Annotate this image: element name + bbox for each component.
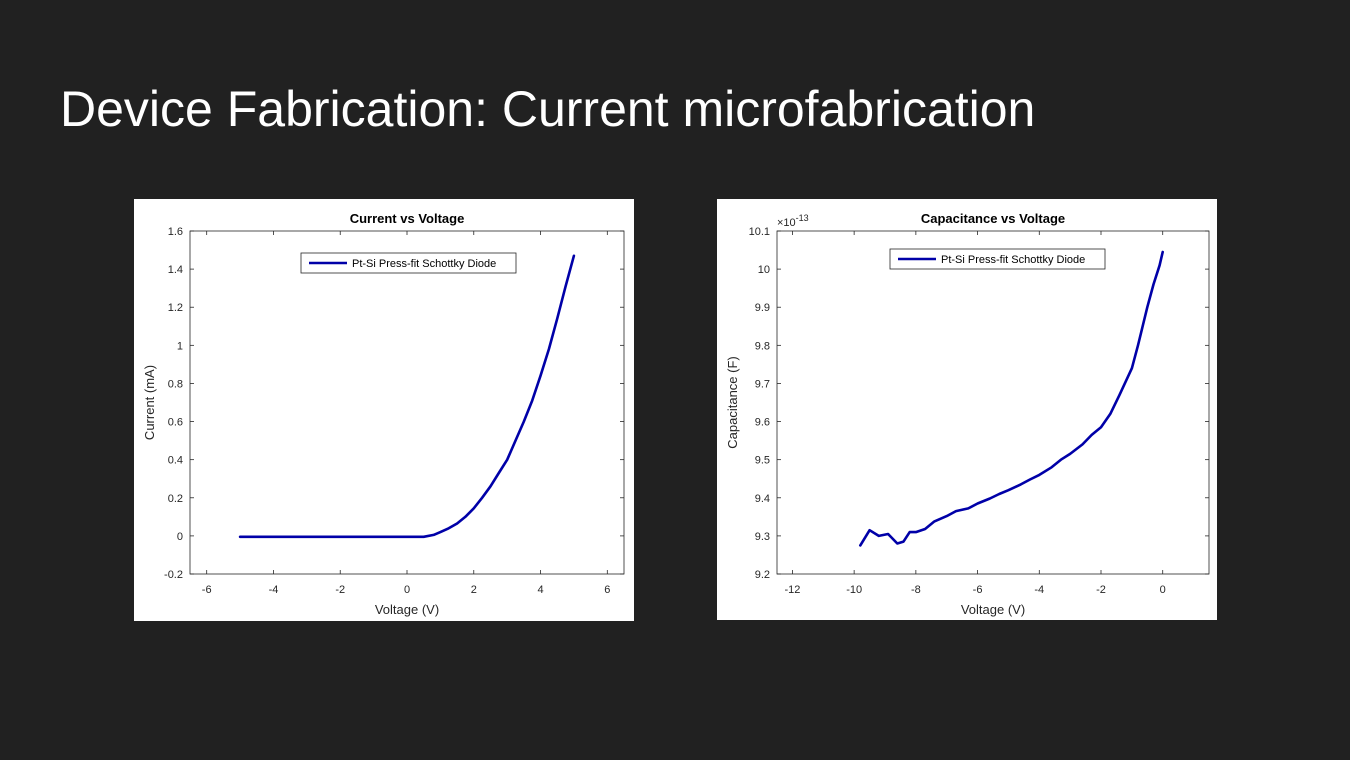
y-tick-label: 0.6 [168,417,183,429]
plot-area-box [776,230,1210,575]
y-tick-label: 9.7 [755,378,770,390]
y-tick-label: 0.4 [168,455,183,467]
x-tick-label: 4 [537,584,543,596]
y-tick-label: 0.2 [168,493,183,505]
y-tick-label: 1.2 [168,302,183,314]
current-vs-voltage-chart: -6 -4 -2 0 2 4 6 -0.2 0 0.2 0.4 0.6 0.8 1 1.2 1.4 1.6 Cur… [142,211,625,617]
x-axis-label: Voltage (V) [375,602,439,617]
y-axis-label: Capacitance (F) [725,356,740,448]
x-axis-label: Voltage (V) [961,602,1025,617]
y-tick-label: 1 [177,340,183,352]
x-tick-label: -8 [911,584,921,596]
y-tick-label: 10.1 [749,226,770,238]
y-tick-label: 9.2 [755,569,770,581]
x-tick-label: 6 [604,584,610,596]
x-tick-label: 0 [404,584,410,596]
chart-title: Current vs Voltage [350,211,465,226]
y-tick-label: 1.6 [168,226,183,238]
legend-box [889,248,1106,270]
legend-entry: Pt-Si Press-fit Schottky Diode [941,254,1085,266]
legend-box [300,252,517,274]
current-vs-voltage-figure: -6 -4 -2 0 2 4 6 -0.2 0 0.2 0.4 0.6 0.8 1 1.2 1.4 1.6 Cur… [134,199,634,621]
x-tick-label: -6 [973,584,983,596]
y-tick-label: 1.4 [168,264,183,276]
x-tick-label: -4 [269,584,279,596]
y-tick-label: 10 [758,264,770,276]
y-tick-label: 9.3 [755,531,770,543]
y-axis-exponent-base: ×10 [777,217,796,229]
capacitance-vs-voltage-chart: -12 -10 -8 -6 -4 -2 0 9.2 9.3 9.4 9.5 9.6 9.7 9.8 9.9 1… [725,211,1210,617]
series-line-0 [859,250,1165,547]
x-tick-label: -2 [335,584,345,596]
x-tick-label: -6 [202,584,212,596]
series-line-0 [238,254,576,539]
chart-title: Capacitance vs Voltage [921,211,1065,226]
y-axis-exponent: ×10-13 [777,213,809,229]
y-tick-label: -0.2 [164,569,183,581]
x-tick-label: -4 [1034,584,1044,596]
slide-title: Device Fabrication: Current microfabrica… [60,81,1036,137]
x-tick-label: 0 [1160,584,1166,596]
capacitance-vs-voltage-figure: -12 -10 -8 -6 -4 -2 0 9.2 9.3 9.4 9.5 9.6 9.7 9.8 9.9 1… [717,199,1217,620]
y-tick-label: 9.9 [755,302,770,314]
plot-area-box [189,230,625,575]
legend: Pt-Si Press-fit Schottky Diode [889,248,1106,270]
legend: Pt-Si Press-fit Schottky Diode [300,252,517,274]
y-axis-exponent-power: -13 [796,213,809,223]
y-tick-label: 0 [177,531,183,543]
y-tick-label: 9.6 [755,417,770,429]
y-tick-label: 9.8 [755,340,770,352]
y-tick-label: 9.4 [755,493,770,505]
x-tick-label: 2 [471,584,477,596]
y-axis-label: Current (mA) [142,365,157,440]
y-tick-label: 9.5 [755,455,770,467]
x-tick-label: -12 [784,584,800,596]
x-tick-label: -10 [846,584,862,596]
y-tick-label: 0.8 [168,378,183,390]
legend-entry: Pt-Si Press-fit Schottky Diode [352,258,496,270]
x-tick-label: -2 [1096,584,1106,596]
